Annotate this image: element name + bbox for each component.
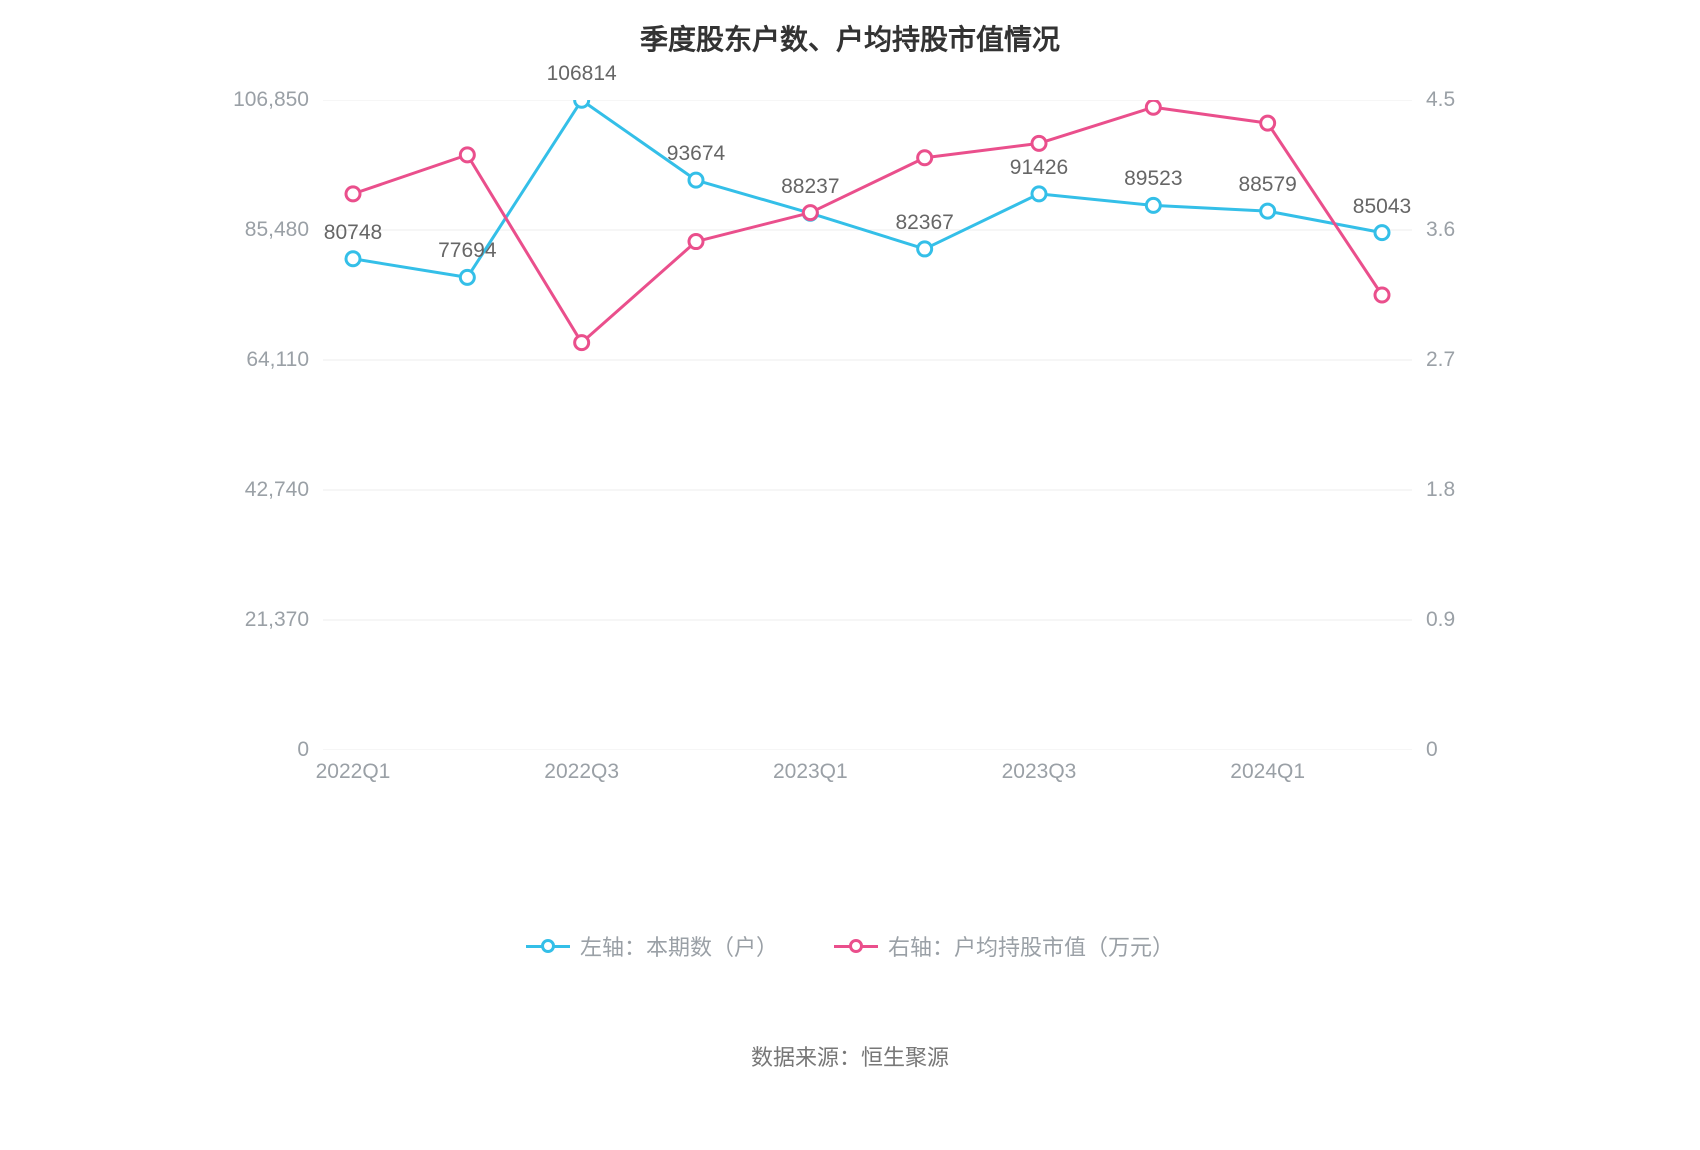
legend-swatch-icon bbox=[834, 937, 878, 955]
left_series-marker bbox=[1261, 204, 1275, 218]
left_series-marker bbox=[460, 270, 474, 284]
x-tick-label: 2023Q3 bbox=[1002, 760, 1077, 784]
right_series-marker bbox=[346, 187, 360, 201]
y-left-tick-label: 42,740 bbox=[245, 478, 309, 502]
left_series-marker bbox=[1375, 226, 1389, 240]
legend: 左轴：本期数（户） 右轴：户均持股市值（万元） bbox=[0, 930, 1700, 962]
y-left-tick-label: 106,850 bbox=[233, 88, 309, 112]
right_series-marker bbox=[1032, 136, 1046, 150]
left_series-marker bbox=[1032, 187, 1046, 201]
right_series-marker bbox=[689, 235, 703, 249]
left_series-line bbox=[353, 100, 1382, 277]
right_series-marker bbox=[918, 151, 932, 165]
left_series-value-label: 88237 bbox=[781, 175, 839, 199]
x-tick-label: 2022Q1 bbox=[316, 760, 391, 784]
legend-swatch-icon bbox=[526, 937, 570, 955]
right_series-marker bbox=[803, 206, 817, 220]
left_series-value-label: 93674 bbox=[667, 142, 725, 166]
y-right-tick-label: 2.7 bbox=[1426, 348, 1455, 372]
x-tick-label: 2023Q1 bbox=[773, 760, 848, 784]
left_series-value-label: 91426 bbox=[1010, 156, 1068, 180]
left_series-marker bbox=[918, 242, 932, 256]
left_series-value-label: 106814 bbox=[547, 62, 617, 86]
left_series-marker bbox=[1146, 198, 1160, 212]
y-left-tick-label: 85,480 bbox=[245, 218, 309, 242]
x-tick-label: 2022Q3 bbox=[544, 760, 619, 784]
chart-title: 季度股东户数、户均持股市值情况 bbox=[0, 18, 1700, 58]
legend-label: 右轴：户均持股市值（万元） bbox=[888, 930, 1174, 962]
data-source: 数据来源：恒生聚源 bbox=[0, 1040, 1700, 1072]
y-left-tick-label: 64,110 bbox=[246, 348, 309, 372]
left_series-value-label: 88579 bbox=[1238, 173, 1296, 197]
legend-label: 左轴：本期数（户） bbox=[580, 930, 778, 962]
y-left-tick-label: 21,370 bbox=[245, 608, 309, 632]
left_series-value-label: 85043 bbox=[1353, 195, 1411, 219]
left_series-marker bbox=[346, 252, 360, 266]
x-tick-label: 2024Q1 bbox=[1230, 760, 1305, 784]
y-right-tick-label: 3.6 bbox=[1426, 218, 1455, 242]
y-left-tick-label: 0 bbox=[297, 738, 309, 762]
legend-item-left_series[interactable]: 左轴：本期数（户） bbox=[526, 930, 778, 962]
left_series-value-label: 89523 bbox=[1124, 167, 1182, 191]
right_series-marker bbox=[1375, 288, 1389, 302]
y-right-tick-label: 0.9 bbox=[1426, 608, 1455, 632]
chart-container: 季度股东户数、户均持股市值情况 左轴：本期数（户） 右轴：户均持股市值（万元） 数… bbox=[0, 0, 1700, 1150]
right_series-marker bbox=[460, 148, 474, 162]
left_series-marker bbox=[575, 100, 589, 107]
left_series-value-label: 77694 bbox=[438, 239, 496, 263]
legend-item-right_series[interactable]: 右轴：户均持股市值（万元） bbox=[834, 930, 1174, 962]
right_series-marker bbox=[1146, 100, 1160, 114]
y-right-tick-label: 4.5 bbox=[1426, 88, 1455, 112]
y-right-tick-label: 0 bbox=[1426, 738, 1438, 762]
left_series-value-label: 80748 bbox=[324, 221, 382, 245]
left_series-marker bbox=[689, 173, 703, 187]
y-right-tick-label: 1.8 bbox=[1426, 478, 1455, 502]
right_series-marker bbox=[575, 336, 589, 350]
plot-svg bbox=[323, 100, 1412, 750]
plot-area bbox=[323, 100, 1412, 750]
right_series-line bbox=[353, 107, 1382, 342]
left_series-value-label: 82367 bbox=[895, 211, 953, 235]
right_series-marker bbox=[1261, 116, 1275, 130]
